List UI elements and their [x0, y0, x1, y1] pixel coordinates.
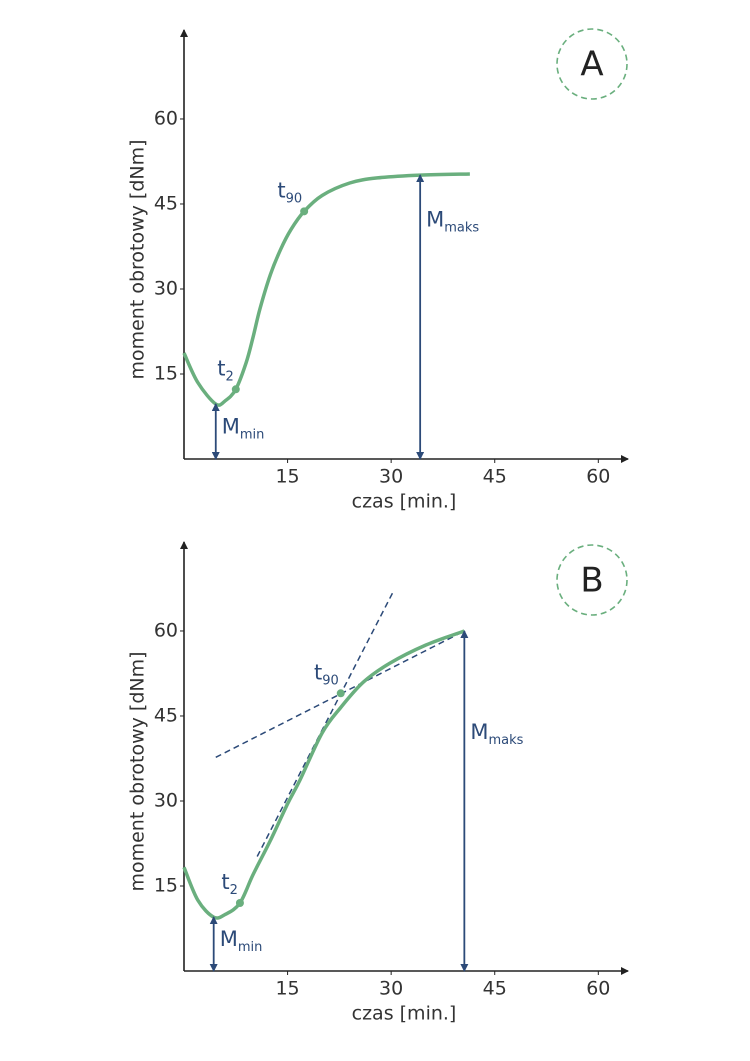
point-label-sub: 90 [322, 673, 339, 688]
point-label-main: t [217, 356, 225, 380]
x-tick-label: 60 [586, 978, 610, 1000]
arrow-label-sub: maks [488, 732, 523, 747]
curve [182, 172, 470, 407]
y-tick-label: 15 [154, 362, 178, 384]
panel-letter: A [580, 45, 603, 85]
y-tick-label: 60 [154, 619, 178, 641]
y-tick-label: 15 [154, 874, 178, 896]
y-axis-label: moment obrotowy [dNm] [127, 651, 149, 891]
arrow-label-sub: maks [444, 220, 479, 235]
y-tick-label: 45 [154, 192, 178, 214]
point-label-main: t [277, 178, 285, 202]
point-label: t90 [277, 178, 302, 206]
point-label-sub: 90 [286, 191, 303, 206]
point-label-sub: 2 [226, 369, 234, 384]
arrow-label: Mmaks [426, 208, 479, 236]
panel-circle [556, 544, 628, 616]
y-axis-label: moment obrotowy [dNm] [127, 139, 149, 379]
tangent-line [215, 630, 465, 759]
point-label-main: t [221, 870, 229, 894]
arrow-label: Mmin [222, 415, 265, 443]
point-label-sub: 2 [230, 882, 238, 897]
arrow-label-main: M [426, 208, 444, 232]
x-tick-label: 15 [275, 466, 299, 488]
point-label: t2 [221, 870, 238, 898]
x-tick-label: 30 [379, 978, 403, 1000]
x-axis-label: czas [min.] [352, 491, 457, 513]
marker-point [300, 207, 309, 216]
panel: 15 30 45 60 15 30 45 60 czas [min.] moment obroto… [127, 28, 629, 513]
marker-point [336, 689, 345, 698]
arrow-label-sub: min [238, 940, 263, 955]
marker-point [231, 385, 240, 394]
y-tick-label: 30 [154, 277, 178, 299]
x-tick-label: 60 [586, 466, 610, 488]
x-tick-label: 15 [275, 978, 299, 1000]
x-axis-label: czas [min.] [352, 1003, 457, 1025]
y-tick-label: 30 [154, 789, 178, 811]
x-tick-label: 45 [483, 978, 507, 1000]
arrow-label: Mmaks [470, 720, 523, 748]
x-tick-label: 45 [483, 466, 507, 488]
panel-circle [556, 28, 628, 100]
arrow-label-main: M [220, 927, 238, 951]
arrow-label: Mmin [220, 927, 263, 955]
y-tick-label: 60 [154, 107, 178, 129]
arrow-label-sub: min [240, 427, 265, 442]
panel: 15 30 45 60 15 30 45 60 czas [min.] moment obroto… [127, 541, 629, 1025]
marker-point [235, 898, 244, 907]
x-tick-label: 30 [379, 466, 403, 488]
point-label: t90 [314, 660, 339, 688]
arrow-label-main: M [222, 415, 240, 439]
tangent-line [256, 592, 394, 857]
point-label: t2 [217, 356, 234, 384]
arrow-label-main: M [470, 720, 488, 744]
y-tick-label: 45 [154, 704, 178, 726]
point-label-main: t [314, 660, 322, 684]
panel-letter: B [580, 561, 603, 601]
